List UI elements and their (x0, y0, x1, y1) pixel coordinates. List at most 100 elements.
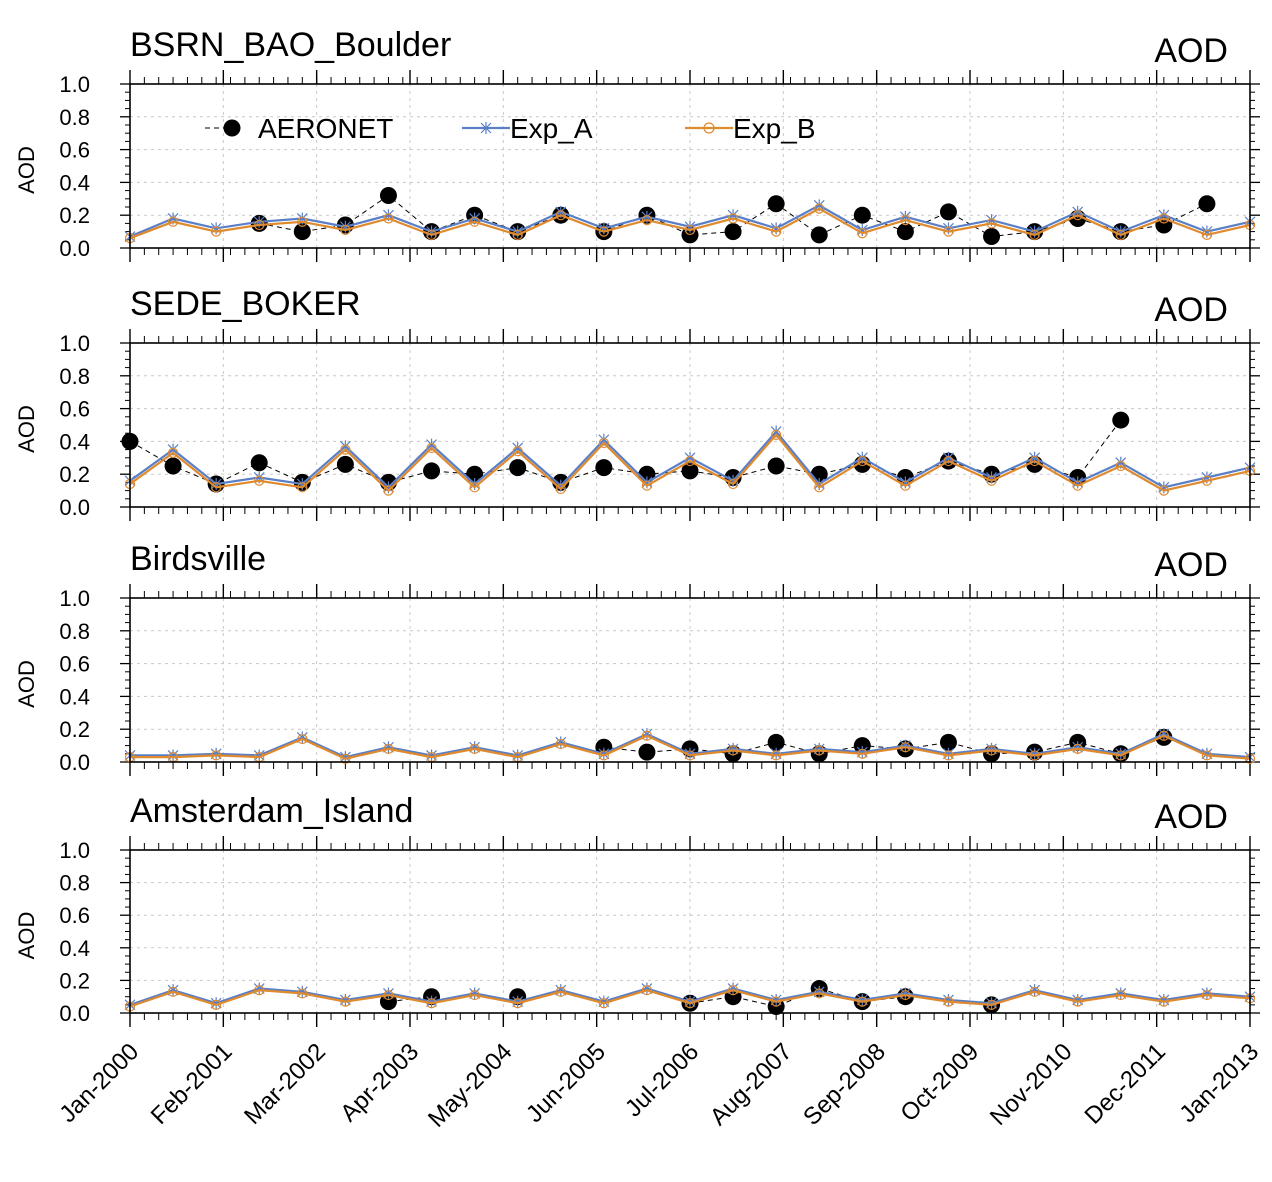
data-point-exp_b (727, 478, 739, 490)
chart-panel-3: 0.0 0.2 0.4 0.6 0.8 1.0 Birdsville AOD AOD (14, 540, 1260, 776)
data-point-exp_b (943, 750, 954, 761)
chart-panel-4: 0.0 0.2 0.4 0.6 0.8 1.0 Amsterdam_Island AOD AOD… (14, 792, 1264, 1133)
y-tick-label: 0.4 (59, 170, 90, 195)
data-point-observed (336, 455, 354, 473)
legend-swatch-marker-exp-b (703, 122, 715, 134)
data-point-exp_b (1029, 229, 1040, 240)
y-tick-label: 0.6 (59, 138, 90, 163)
data-point-exp_b (857, 996, 868, 1007)
data-point-exp_b (426, 998, 437, 1009)
y-tick-label: 0.4 (59, 429, 90, 454)
data-point-exp_b (297, 216, 308, 227)
data-point-exp_b (684, 455, 696, 467)
data-point-observed (164, 457, 182, 475)
legend-label-observed: AERONET (258, 113, 393, 144)
y-tick-label: 1.0 (59, 331, 90, 356)
data-point-exp_b (727, 213, 739, 224)
data-point-observed (853, 206, 871, 224)
data-point-exp_a (512, 995, 524, 1008)
y-tick-label: 0.2 (59, 203, 90, 228)
legend-swatch-marker-exp-a (480, 122, 492, 134)
y-tick-label: 0.0 (59, 495, 90, 520)
data-point-exp_b (383, 485, 394, 496)
y-tick-label: 0.2 (59, 717, 90, 742)
data-point-exp_b (1072, 996, 1083, 1007)
series-line-exp_b (129, 433, 1251, 493)
data-point-exp_a (770, 747, 782, 760)
x-tick-label: Mar-2002 (239, 1038, 331, 1130)
data-point-exp_b (1201, 475, 1213, 486)
data-point-exp_b (555, 986, 566, 997)
data-point-observed (638, 743, 656, 761)
data-point-exp_b (211, 226, 222, 237)
y-axis-label: AOD (14, 146, 39, 194)
data-point-exp_b (426, 442, 437, 454)
data-point-exp_b (340, 224, 351, 236)
data-point-exp_b (641, 730, 653, 741)
y-tick-label: 0.2 (59, 968, 90, 993)
data-point-exp_b (167, 447, 179, 458)
data-point-observed (681, 462, 699, 480)
data-point-exp_b (383, 989, 394, 1001)
data-point-exp_b (1158, 996, 1169, 1007)
data-point-exp_a (856, 746, 868, 759)
data-point-exp_b (167, 986, 179, 997)
data-point-exp_b (771, 750, 782, 761)
data-point-exp_a (1115, 747, 1127, 760)
data-point-exp_b (555, 210, 566, 221)
data-point-exp_a (770, 993, 782, 1006)
data-point-exp_a (339, 751, 351, 764)
x-tick-label: May-2004 (423, 1038, 518, 1133)
data-point-exp_a (598, 747, 610, 760)
y-tick-label: 0.8 (59, 871, 90, 896)
data-point-exp_a (210, 747, 222, 760)
data-point-exp_a (1201, 987, 1213, 1000)
data-point-exp_a (253, 749, 265, 762)
y-tick-label: 0.0 (59, 750, 90, 775)
y-tick-label: 0.4 (59, 684, 90, 709)
data-point-exp_a (1072, 741, 1084, 754)
data-point-observed (767, 457, 785, 475)
plot-frame (129, 597, 1251, 763)
data-point-exp_b (1158, 213, 1169, 224)
data-point-exp_b (771, 226, 782, 237)
data-point-exp_b (684, 224, 696, 236)
data-point-observed (466, 465, 484, 483)
data-point-exp_b (297, 482, 308, 493)
x-tick-label: Jun-2005 (521, 1038, 611, 1128)
data-point-exp_b (555, 738, 566, 750)
data-point-exp_b (469, 216, 480, 227)
data-point-exp_b (512, 229, 523, 240)
data-point-exp_b (383, 213, 394, 224)
data-point-observed (767, 195, 785, 213)
y-axis-label: AOD (14, 912, 39, 960)
data-point-exp_b (814, 988, 825, 999)
data-point-observed (379, 187, 397, 205)
data-point-exp_b (857, 748, 868, 759)
data-point-exp_a (986, 997, 997, 1010)
y-tick-label: 0.4 (59, 936, 90, 961)
x-tick-label: Apr-2003 (335, 1038, 424, 1127)
panel-title: BSRN_BAO_Boulder (130, 26, 451, 64)
legend-label-exp-b: Exp_B (733, 113, 816, 144)
y-tick-label: 0.8 (59, 105, 90, 130)
data-point-exp_b (512, 446, 523, 457)
x-tick-label: Aug-2007 (705, 1038, 798, 1131)
data-point-observed (423, 462, 441, 480)
plot-frame (129, 83, 1251, 249)
data-point-exp_b (598, 998, 609, 1009)
data-point-observed (1112, 411, 1130, 429)
data-point-exp_b (986, 475, 997, 486)
data-point-exp_a (727, 742, 739, 755)
data-point-exp_b (814, 482, 825, 493)
data-point-exp_b (857, 455, 868, 467)
data-point-exp_a (856, 993, 868, 1006)
data-point-exp_b (900, 480, 911, 491)
chart-panel-2: 0.0 0.2 0.4 0.6 0.8 1.0 SEDE_BOKER AOD AOD (14, 285, 1260, 521)
data-point-exp_b (1115, 460, 1126, 472)
y-tick-label: 0.0 (59, 1001, 90, 1026)
data-point-observed (810, 226, 828, 244)
data-point-observed (853, 737, 871, 755)
data-point-exp_b (1201, 750, 1213, 761)
